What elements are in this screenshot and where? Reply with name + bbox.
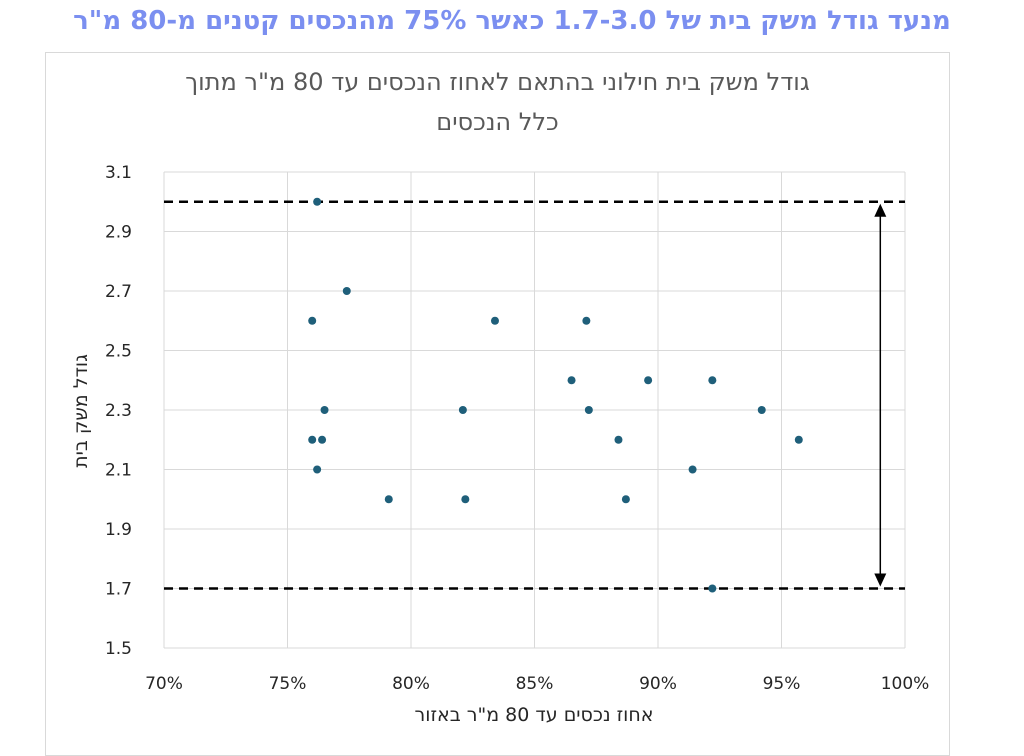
data-points <box>308 197 803 593</box>
data-point <box>688 465 697 474</box>
data-point <box>582 316 591 325</box>
range-arrow-head-down <box>874 573 887 587</box>
data-point <box>308 435 317 444</box>
data-point <box>384 495 393 504</box>
y-tick-label: 3.1 <box>105 163 132 183</box>
data-point <box>794 435 803 444</box>
y-axis-title: גודל משק בית <box>70 354 92 468</box>
headline: מנעד גודל משק בית של 1.7-3.0 כאשר 75% מה… <box>73 6 951 36</box>
data-point <box>461 495 470 504</box>
x-tick-label: 100% <box>881 674 930 694</box>
y-tick-label: 1.5 <box>105 639 132 659</box>
chart-title-line-2: כלל הנכסים <box>436 108 559 136</box>
data-point <box>490 316 499 325</box>
x-tick-label: 70% <box>145 674 183 694</box>
data-point <box>318 435 327 444</box>
y-tick-label: 2.5 <box>105 342 132 362</box>
data-point <box>644 376 653 385</box>
y-tick-labels: 1.5 1.7 1.9 2.1 2.3 2.5 2.7 2.9 3.1 <box>105 163 132 659</box>
data-point <box>757 406 766 414</box>
grid-lines <box>163 171 906 649</box>
data-point <box>313 197 322 206</box>
x-tick-label: 95% <box>763 674 801 694</box>
y-tick-label: 2.3 <box>105 401 132 421</box>
data-point <box>567 376 576 385</box>
range-arrow <box>874 203 887 587</box>
x-axis-title: אחוז נכסים עד 80 מ"ר באזור <box>415 704 654 726</box>
data-point <box>584 406 593 414</box>
x-tick-label: 75% <box>269 674 307 694</box>
reference-lines <box>164 200 905 590</box>
chart-frame <box>45 52 950 756</box>
range-arrow-head-up <box>874 203 887 217</box>
x-tick-label: 85% <box>516 674 554 694</box>
x-tick-label: 90% <box>639 674 677 694</box>
y-tick-label: 2.7 <box>105 282 132 302</box>
data-point <box>308 316 317 325</box>
data-point <box>320 406 329 414</box>
data-point <box>313 465 322 474</box>
data-point <box>708 376 717 385</box>
data-point <box>708 584 717 593</box>
y-tick-label: 1.7 <box>105 580 132 600</box>
data-point <box>621 495 630 504</box>
data-point <box>458 406 467 414</box>
y-tick-label: 1.9 <box>105 520 132 540</box>
y-tick-label: 2.1 <box>105 461 132 481</box>
data-point <box>342 287 351 295</box>
x-tick-label: 80% <box>392 674 430 694</box>
y-tick-label: 2.9 <box>105 223 132 243</box>
chart-title-line-1: גודל משק בית חילוני בהתאם לאחוז הנכסים ע… <box>185 68 810 96</box>
x-tick-labels: 70% 75% 80% 85% 90% 95% 100% <box>145 674 929 694</box>
chart-title: גודל משק בית חילוני בהתאם לאחוז הנכסים ע… <box>45 62 950 142</box>
data-point <box>614 435 623 444</box>
